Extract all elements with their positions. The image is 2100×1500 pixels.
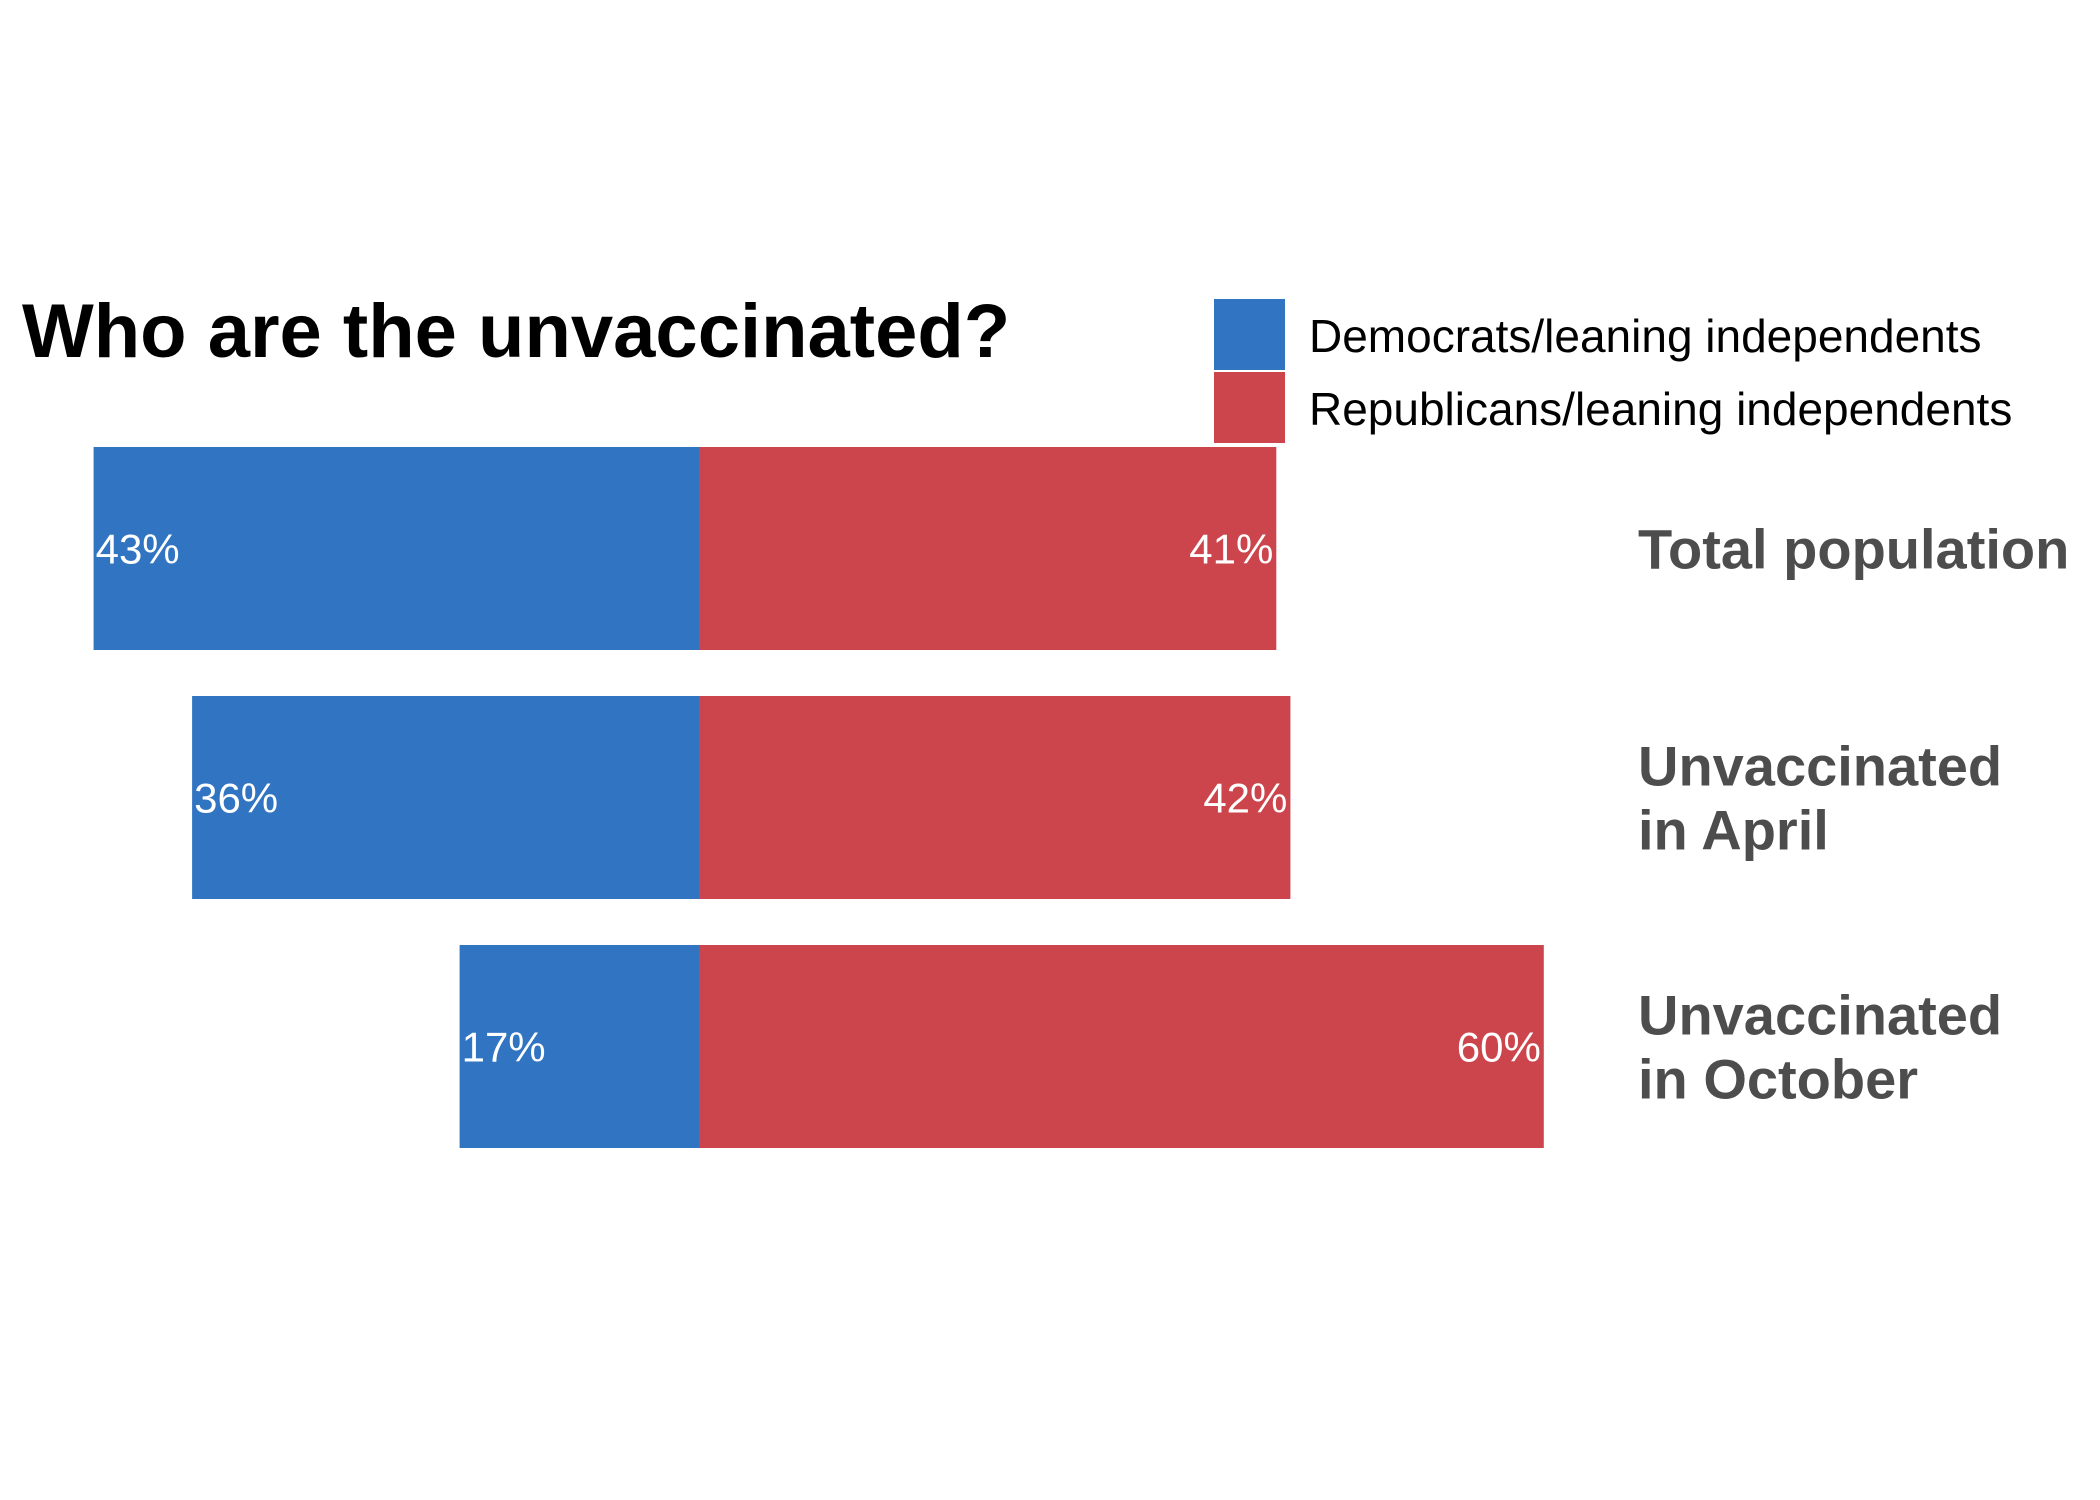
bar-democrats: [94, 447, 699, 650]
category-label: Unvaccinatedin April: [1638, 735, 2002, 862]
category-label: Unvaccinatedin October: [1638, 984, 2002, 1111]
legend: Democrats/leaning independents Republica…: [1214, 299, 2012, 443]
legend-swatch-republicans: [1214, 372, 1285, 443]
value-label-democrats: 36%: [194, 775, 278, 822]
value-label-republicans: 42%: [1203, 775, 1287, 822]
chart-title: Who are the unvaccinated?: [22, 289, 1010, 374]
legend-swatch-democrats: [1214, 299, 1285, 370]
category-label-line: Unvaccinated: [1638, 735, 2002, 798]
category-label: Total population: [1638, 518, 2069, 581]
bar-republicans: [699, 945, 1544, 1148]
value-label-democrats: 43%: [96, 526, 180, 573]
value-label-republicans: 60%: [1457, 1024, 1541, 1071]
bar-republicans: [699, 696, 1290, 899]
category-label-line: in April: [1638, 799, 1829, 862]
category-label-line: Unvaccinated: [1638, 984, 2002, 1047]
value-label-democrats: 17%: [462, 1024, 546, 1071]
legend-label-democrats: Democrats/leaning independents: [1309, 310, 1982, 362]
category-label-line: in October: [1638, 1048, 1918, 1111]
bars-group: [94, 447, 1544, 1148]
legend-label-republicans: Republicans/leaning independents: [1309, 383, 2012, 435]
value-label-republicans: 41%: [1189, 526, 1273, 573]
category-labels-group: Total populationUnvaccinatedin AprilUnva…: [1638, 518, 2069, 1111]
category-label-line: Total population: [1638, 518, 2069, 581]
